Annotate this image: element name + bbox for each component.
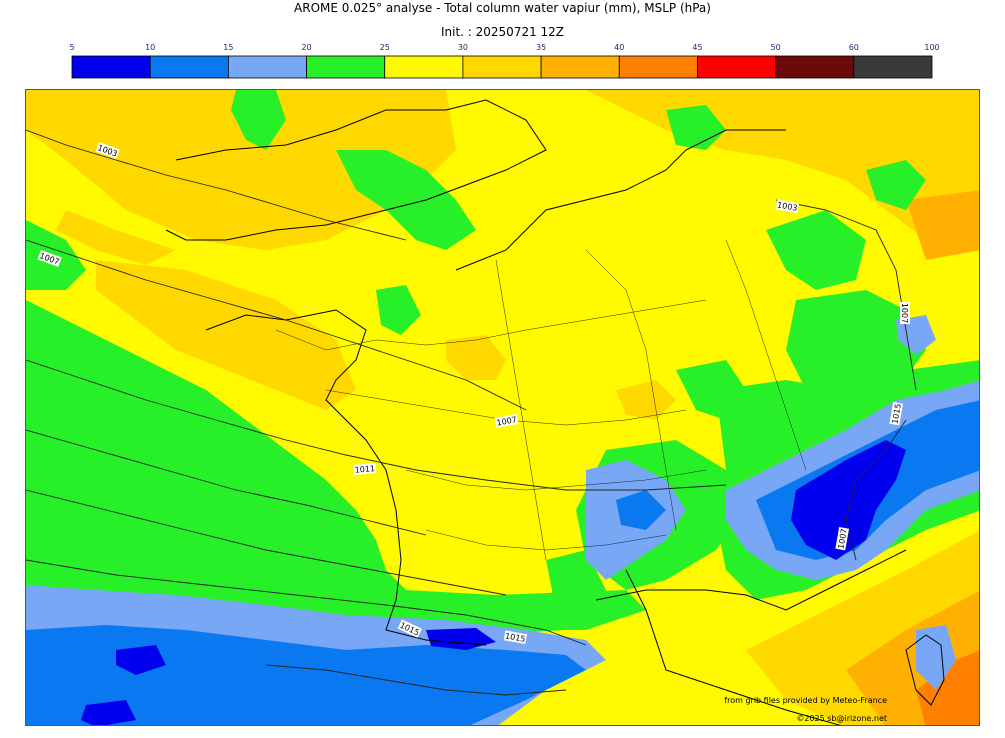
legend-tick-label: 10 bbox=[145, 43, 155, 52]
map-title: AROME 0.025° analyse - Total column wate… bbox=[294, 1, 711, 15]
field-35-45 bbox=[846, 190, 979, 725]
coastlines bbox=[165, 99, 945, 725]
legend-color-cell bbox=[540, 55, 620, 79]
legend-tick-label: 20 bbox=[301, 43, 311, 52]
isobar-label: 1007 bbox=[496, 415, 518, 427]
legend-tick-label: 40 bbox=[614, 43, 624, 52]
legend-color-cell bbox=[697, 55, 777, 79]
isobar-label: 1011 bbox=[354, 464, 375, 475]
data-source-credit: from grib files provided by Meteo-France bbox=[724, 696, 887, 705]
legend-color-cell bbox=[227, 55, 307, 79]
isobar-label: 1007 bbox=[900, 303, 909, 323]
legend-tick-label: 30 bbox=[458, 43, 468, 52]
legend-color-cell bbox=[618, 55, 698, 79]
legend-tick-label: 60 bbox=[849, 43, 859, 52]
legend-color-cell bbox=[149, 55, 229, 79]
legend-color-cell bbox=[71, 55, 151, 79]
map-panel: 1003 1003 1007 1007 1007 1011 1015 1015 … bbox=[25, 89, 980, 726]
isobar-label: 1003 bbox=[776, 200, 798, 212]
region-borders bbox=[275, 239, 807, 561]
legend-tick-label: 45 bbox=[692, 43, 702, 52]
legend-color-cell bbox=[775, 55, 855, 79]
copyright-credit: ©2025 sb@irizone.net bbox=[796, 714, 887, 723]
legend-color-cell bbox=[384, 55, 464, 79]
isobar-label: 1007 bbox=[836, 528, 848, 550]
color-scale-legend: 5 10 15 20 25 30 35 40 45 50 60 100 bbox=[69, 43, 940, 79]
init-time: Init. : 20250721 12Z bbox=[440, 25, 565, 39]
legend-tick-label: 35 bbox=[536, 43, 546, 52]
isobar-label: 1015 bbox=[504, 631, 526, 643]
legend-tick-label: 100 bbox=[924, 43, 939, 52]
legend-tick-label: 25 bbox=[380, 43, 390, 52]
isobar-labels: 1003 1003 1007 1007 1007 1011 1015 1015 … bbox=[37, 142, 910, 645]
legend-color-cell bbox=[306, 55, 386, 79]
legend-tick-label: 15 bbox=[223, 43, 233, 52]
legend-color-cell bbox=[853, 55, 933, 79]
map-canvas: 1003 1003 1007 1007 1007 1011 1015 1015 … bbox=[26, 90, 979, 725]
legend-tick-label: 5 bbox=[69, 43, 74, 52]
isobar-label: 1015 bbox=[890, 403, 902, 425]
legend-tick-label: 50 bbox=[771, 43, 781, 52]
isobars bbox=[26, 129, 917, 696]
legend-color-cell bbox=[462, 55, 542, 79]
